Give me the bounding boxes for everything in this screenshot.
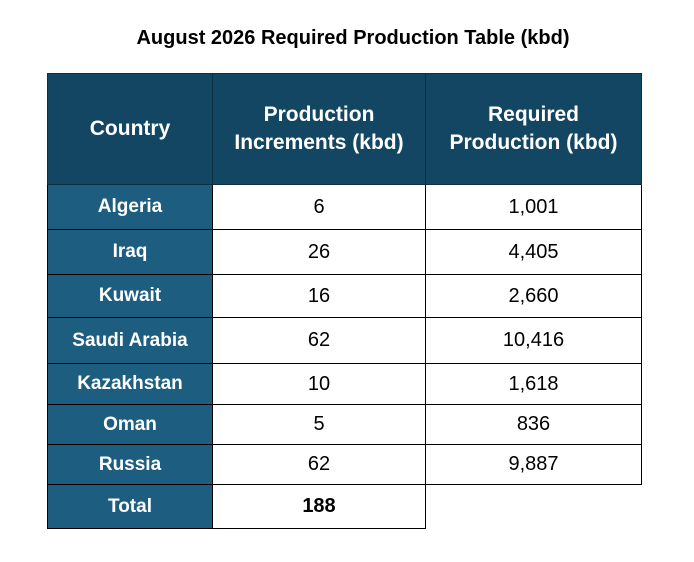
table-row: Oman 5 836	[47, 404, 642, 445]
country-cell: Algeria	[47, 184, 213, 230]
country-cell: Kazakhstan	[47, 363, 213, 405]
table-row: Algeria 6 1,001	[47, 184, 642, 230]
total-row: Total 188	[47, 484, 642, 529]
country-cell: Saudi Arabia	[47, 317, 213, 364]
table-row: Kuwait 16 2,660	[47, 274, 642, 318]
header-cell: Required Production (kbd)	[425, 73, 642, 185]
header-cell: Country	[47, 73, 213, 185]
value-cell: 2,660	[425, 274, 642, 318]
table-row: Iraq 26 4,405	[47, 229, 642, 275]
value-cell: 1,001	[425, 184, 642, 230]
country-cell: Iraq	[47, 229, 213, 275]
table-row: Kazakhstan 10 1,618	[47, 363, 642, 405]
value-cell: 10,416	[425, 317, 642, 364]
value-cell: 26	[212, 229, 426, 275]
country-cell: Oman	[47, 404, 213, 445]
value-cell: 1,618	[425, 363, 642, 405]
value-cell: 62	[212, 444, 426, 485]
value-cell: 9,887	[425, 444, 642, 485]
value-cell: 16	[212, 274, 426, 318]
value-cell: 10	[212, 363, 426, 405]
value-cell: 6	[212, 184, 426, 230]
header-row: Country Production Increments (kbd) Requir…	[47, 73, 642, 185]
value-cell: 62	[212, 317, 426, 364]
value-cell: 5	[212, 404, 426, 445]
header-cell: Production Increments (kbd)	[212, 73, 426, 185]
table-row: Russia 62 9,887	[47, 444, 642, 485]
production-table: Country Production Increments (kbd) Requir…	[47, 73, 642, 529]
table-body: Algeria 6 1,001 Iraq 26 4,405 Kuwait 16 2,660 Sau…	[47, 184, 642, 529]
table-title: August 2026 Required Production Table (k…	[136, 27, 570, 49]
table-row: Saudi Arabia 62 10,416	[47, 317, 642, 364]
empty-cell	[425, 484, 642, 529]
value-cell: 836	[425, 404, 642, 445]
country-cell: Kuwait	[47, 274, 213, 318]
total-label: Total	[47, 484, 213, 529]
country-cell: Russia	[47, 444, 213, 485]
total-value: 188	[212, 484, 426, 529]
value-cell: 4,405	[425, 229, 642, 275]
